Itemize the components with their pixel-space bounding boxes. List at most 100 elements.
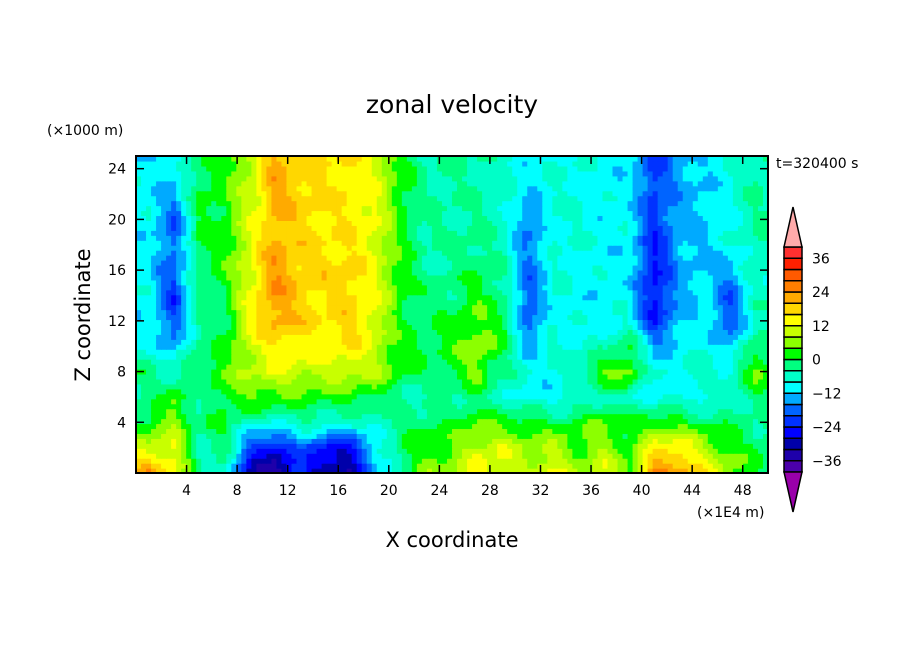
heatmap-cell bbox=[331, 294, 338, 301]
heatmap-cell bbox=[326, 309, 333, 316]
heatmap-cell bbox=[712, 339, 719, 345]
heatmap-cell bbox=[527, 368, 533, 375]
heatmap-cell bbox=[286, 433, 293, 439]
heatmap-cell bbox=[562, 349, 568, 355]
heatmap-cell bbox=[211, 463, 217, 469]
heatmap-cell bbox=[547, 418, 553, 425]
heatmap-cell bbox=[376, 388, 383, 395]
heatmap-cell bbox=[411, 289, 418, 296]
heatmap-cell bbox=[482, 314, 488, 321]
heatmap-cell bbox=[236, 299, 242, 306]
heatmap-cell bbox=[632, 294, 639, 301]
heatmap-cell bbox=[326, 364, 333, 370]
heatmap-cell bbox=[482, 428, 488, 434]
heatmap-cell bbox=[371, 329, 378, 335]
heatmap-cell bbox=[171, 423, 177, 430]
heatmap-cell bbox=[336, 428, 343, 434]
heatmap-cell bbox=[472, 393, 478, 400]
heatmap-cell bbox=[181, 324, 187, 330]
heatmap-cell bbox=[441, 393, 448, 400]
heatmap-cell bbox=[226, 383, 232, 390]
heatmap-cell bbox=[687, 428, 694, 434]
heatmap-cell bbox=[396, 368, 403, 375]
heatmap-cell bbox=[426, 294, 433, 301]
heatmap-cell bbox=[301, 354, 308, 360]
heatmap-cell bbox=[482, 279, 488, 286]
heatmap-cell bbox=[211, 289, 217, 296]
heatmap-cell bbox=[612, 453, 619, 459]
heatmap-cell bbox=[477, 354, 483, 360]
heatmap-cell bbox=[552, 364, 558, 370]
heatmap-cell bbox=[391, 388, 398, 395]
heatmap-cell bbox=[141, 428, 147, 434]
heatmap-cell bbox=[512, 403, 518, 410]
heatmap-cell bbox=[411, 413, 418, 420]
heatmap-cell bbox=[311, 274, 318, 281]
heatmap-cell bbox=[331, 324, 338, 330]
heatmap-cell bbox=[196, 334, 202, 340]
heatmap-cell bbox=[161, 364, 167, 370]
heatmap-cell bbox=[742, 438, 749, 444]
heatmap-cell bbox=[411, 388, 418, 395]
heatmap-cell bbox=[747, 403, 754, 410]
heatmap-cell bbox=[176, 418, 182, 425]
heatmap-cell bbox=[652, 299, 659, 306]
heatmap-cell bbox=[246, 339, 252, 345]
heatmap-cell bbox=[151, 344, 157, 350]
heatmap-cell bbox=[702, 349, 709, 355]
heatmap-cell bbox=[171, 344, 177, 350]
heatmap-cell bbox=[181, 339, 187, 345]
heatmap-cell bbox=[161, 378, 167, 385]
heatmap-cell bbox=[462, 279, 468, 286]
heatmap-cell bbox=[306, 319, 313, 326]
heatmap-cell bbox=[732, 319, 739, 326]
heatmap-cell bbox=[141, 468, 147, 474]
heatmap-cell bbox=[727, 453, 734, 459]
heatmap-cell bbox=[452, 299, 458, 306]
heatmap-cell bbox=[612, 329, 619, 335]
heatmap-cell bbox=[457, 364, 463, 370]
heatmap-cell bbox=[321, 443, 328, 449]
heatmap-cell bbox=[211, 423, 217, 430]
heatmap-cell bbox=[622, 299, 629, 306]
heatmap-cell bbox=[632, 398, 639, 405]
heatmap-cell bbox=[406, 359, 413, 365]
heatmap-cell bbox=[557, 373, 563, 380]
heatmap-cell bbox=[151, 458, 157, 464]
heatmap-cell bbox=[406, 398, 413, 405]
heatmap-cell bbox=[336, 463, 343, 469]
heatmap-cell bbox=[697, 284, 704, 291]
heatmap-cell bbox=[366, 448, 373, 454]
heatmap-cell bbox=[662, 383, 669, 390]
heatmap-cell bbox=[236, 398, 242, 405]
heatmap-cell bbox=[702, 359, 709, 365]
heatmap-cell bbox=[542, 458, 548, 464]
heatmap-cell bbox=[542, 413, 548, 420]
heatmap-cell bbox=[722, 408, 729, 415]
heatmap-cell bbox=[747, 359, 754, 365]
heatmap-cell bbox=[602, 413, 609, 420]
heatmap-cell bbox=[707, 453, 714, 459]
heatmap-cell bbox=[752, 408, 759, 415]
heatmap-cell bbox=[396, 443, 403, 449]
heatmap-cell bbox=[436, 294, 443, 301]
heatmap-cell bbox=[331, 299, 338, 306]
heatmap-cell bbox=[727, 423, 734, 430]
heatmap-cell bbox=[216, 354, 222, 360]
heatmap-cell bbox=[311, 383, 318, 390]
heatmap-cell bbox=[156, 309, 162, 316]
heatmap-cell bbox=[567, 458, 573, 464]
heatmap-cell bbox=[762, 463, 769, 469]
heatmap-cell bbox=[326, 324, 333, 330]
heatmap-cell bbox=[171, 299, 177, 306]
heatmap-cell bbox=[747, 299, 754, 306]
heatmap-cell bbox=[166, 398, 172, 405]
heatmap-cell bbox=[517, 378, 523, 385]
heatmap-cell bbox=[391, 354, 398, 360]
heatmap-cell bbox=[151, 309, 157, 316]
heatmap-cell bbox=[472, 329, 478, 335]
heatmap-cell bbox=[256, 334, 262, 340]
heatmap-cell bbox=[617, 403, 624, 410]
heatmap-cell bbox=[346, 468, 353, 474]
heatmap-cell bbox=[191, 443, 197, 449]
